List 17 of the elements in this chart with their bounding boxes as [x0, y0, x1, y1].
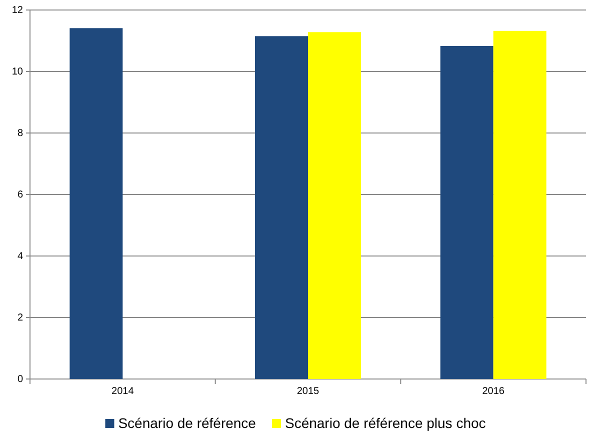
- bar: [308, 32, 361, 379]
- x-tick-label: 2014: [112, 386, 134, 398]
- legend-label: Scénario de référence: [118, 415, 256, 431]
- bar: [440, 46, 494, 379]
- bar: [493, 30, 546, 379]
- y-tick-label: 12: [12, 5, 24, 16]
- legend-label: Scénario de référence plus choc: [284, 415, 486, 431]
- bar: [255, 36, 308, 379]
- x-tick-label: 2015: [296, 386, 320, 398]
- x-tick-label: 2016: [482, 386, 505, 398]
- y-tick-label: 4: [17, 251, 24, 262]
- y-tick-label: 8: [17, 128, 24, 140]
- y-tick-label: 6: [17, 190, 24, 201]
- y-tick-label: 2: [17, 312, 24, 324]
- bar: [70, 28, 123, 379]
- y-tick-label: 10: [12, 66, 24, 78]
- y-tick-label: 0: [17, 374, 24, 386]
